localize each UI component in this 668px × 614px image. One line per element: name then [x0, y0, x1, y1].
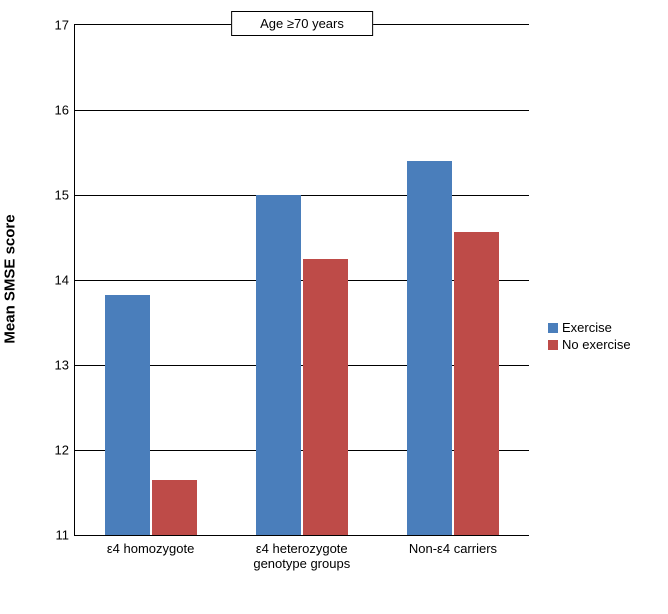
y-tick-label: 13 — [55, 358, 75, 373]
y-tick-label: 11 — [56, 528, 76, 543]
gridline — [75, 110, 529, 111]
x-tick-label: Non-ε4 carriers — [409, 535, 497, 556]
legend: Exercise No exercise — [548, 320, 631, 354]
bar — [105, 295, 150, 535]
bar — [256, 195, 301, 535]
bar — [303, 259, 348, 535]
y-tick-label: 14 — [55, 273, 75, 288]
legend-label: No exercise — [562, 337, 631, 352]
legend-item: No exercise — [548, 337, 631, 352]
x-tick-label: ε4 homozygote — [107, 535, 194, 556]
legend-swatch — [548, 340, 558, 350]
chart-container: Mean SMSE score Age ≥70 years 1112131415… — [0, 0, 668, 614]
legend-swatch — [548, 323, 558, 333]
bar — [454, 232, 499, 535]
legend-label: Exercise — [562, 320, 612, 335]
gridline — [75, 195, 529, 196]
plot-area: Age ≥70 years 11121314151617ε4 homozygot… — [74, 24, 529, 536]
y-tick-label: 15 — [55, 188, 75, 203]
bar — [407, 161, 452, 535]
y-tick-label: 17 — [55, 18, 75, 33]
y-tick-label: 16 — [55, 103, 75, 118]
x-tick-label: ε4 heterozygotegenotype groups — [253, 535, 350, 571]
y-tick-label: 12 — [55, 443, 75, 458]
bar — [152, 480, 197, 535]
chart-title: Age ≥70 years — [231, 11, 373, 36]
legend-item: Exercise — [548, 320, 631, 335]
y-axis-label: Mean SMSE score — [2, 214, 19, 343]
